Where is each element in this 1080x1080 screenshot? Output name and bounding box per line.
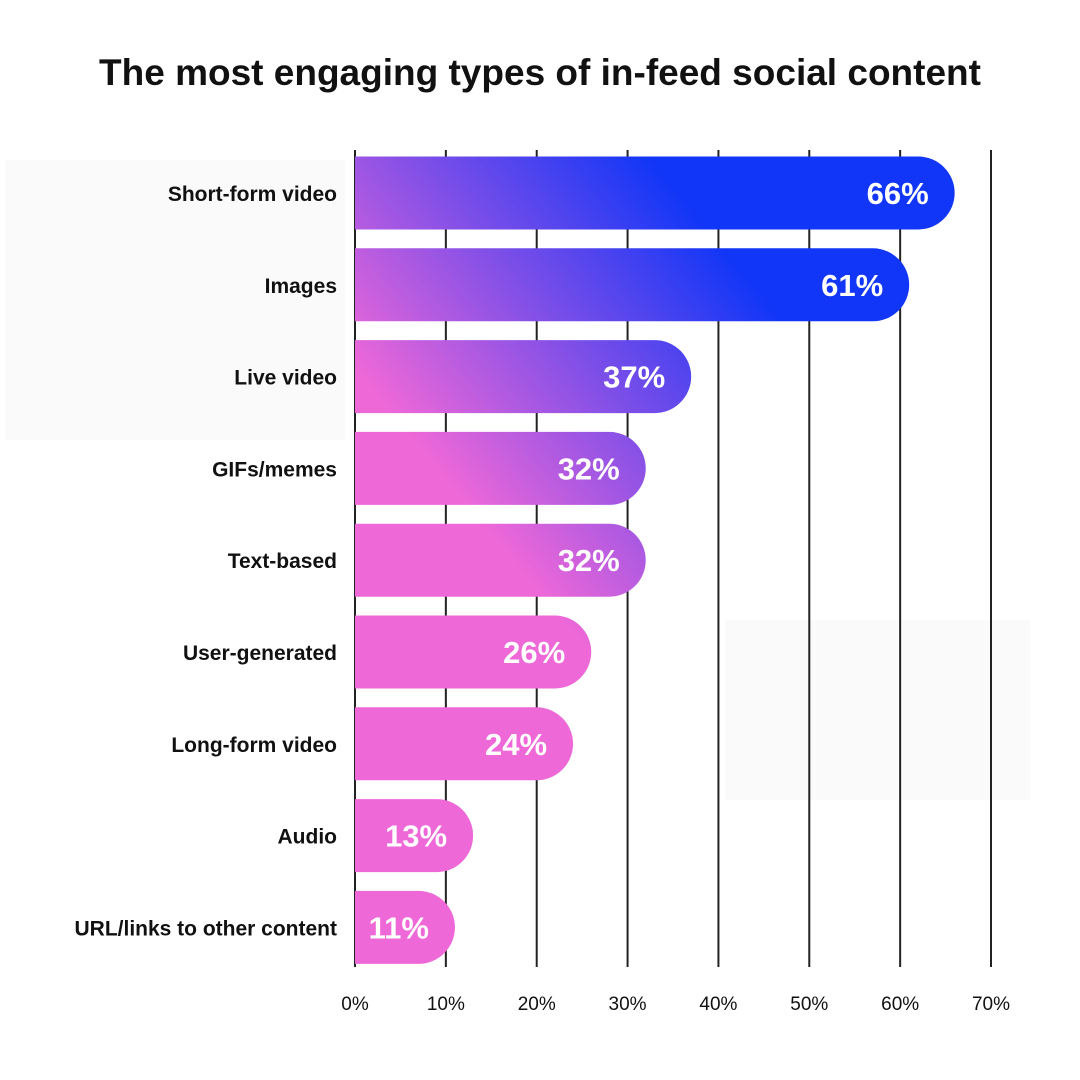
bar [355,707,574,781]
category-label: User-generated [183,642,337,665]
bar [355,890,455,964]
chart-title: The most engaging types of in-feed socia… [99,52,981,93]
data-label: 37% [603,360,665,395]
bar [355,799,474,873]
x-tick-label: 30% [609,994,647,1015]
data-label: 11% [369,910,429,945]
data-label: 61% [821,268,883,303]
data-label: 26% [503,635,565,670]
category-label: Short-form video [168,183,337,206]
category-label: Live video [234,367,337,390]
x-tick-label: 50% [790,994,828,1015]
bar [355,431,646,505]
data-label: 13% [385,819,447,854]
data-label: 32% [558,543,620,578]
category-labels: Short-form video Images Live video GIFs/mem… [75,183,338,940]
x-axis-ticks: 0% 10% 20% 30% 40% 50% 60% 70% [341,994,1010,1015]
category-label: Long-form video [171,734,337,757]
x-tick-label: 70% [972,994,1010,1015]
bar [355,156,955,230]
bars: 66% 61% 37% 32% 32% 26% 24% 13% 11% [355,156,955,964]
bar [355,523,646,597]
x-tick-label: 20% [518,994,556,1015]
bar [355,248,910,322]
data-label: 24% [485,727,547,762]
x-tick-label: 40% [699,994,737,1015]
bar [355,615,592,689]
x-tick-label: 60% [881,994,919,1015]
category-label: Images [265,275,337,298]
bar [355,340,692,414]
category-label: Text-based [228,550,337,573]
category-label: GIFs/memes [212,458,337,481]
category-label: URL/links to other content [75,917,338,940]
watermark [5,160,1030,800]
x-tick-label: 0% [341,994,369,1015]
category-label: Audio [278,826,337,849]
data-label: 32% [558,451,620,486]
data-label: 66% [867,176,929,211]
x-tick-label: 10% [427,994,465,1015]
